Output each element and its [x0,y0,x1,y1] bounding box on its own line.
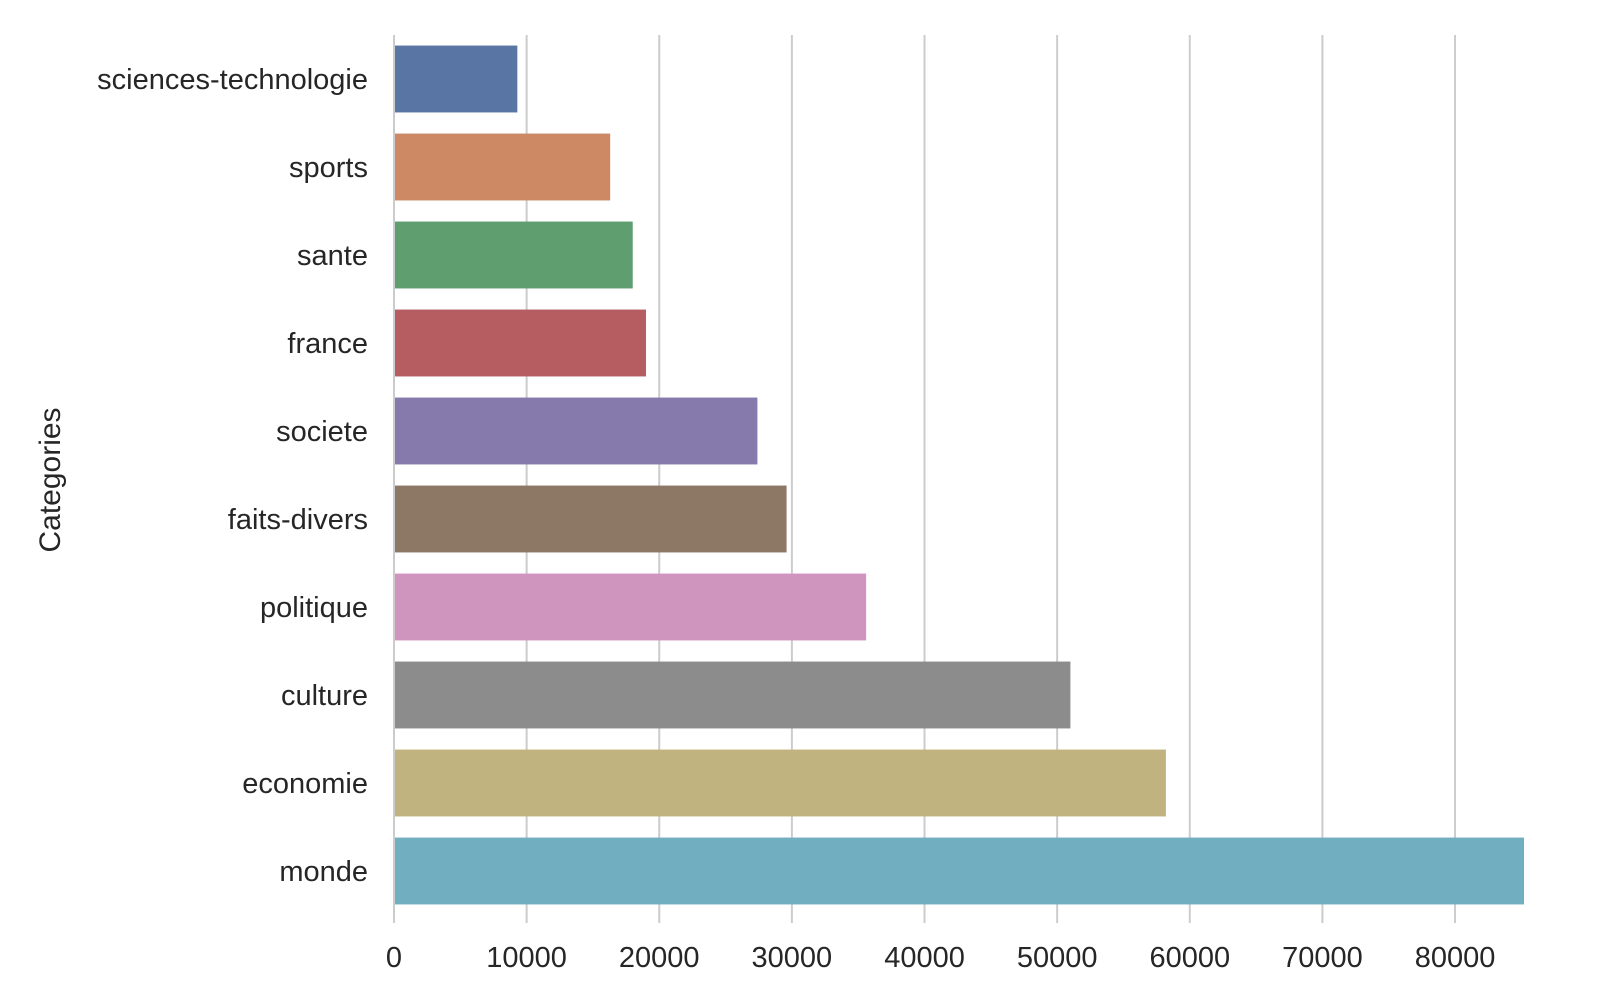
bar-sciences-technologie [394,45,518,113]
y-tick-label: faits-divers [228,504,368,536]
x-tick-label: 70000 [1282,942,1363,974]
bar-societe [394,397,758,465]
x-tick-label: 30000 [752,942,833,974]
y-tick-labels: sciences-technologie sports sante france soc… [97,64,368,888]
y-tick-label: politique [260,592,368,624]
x-tick-label: 20000 [619,942,700,974]
x-tick-label: 10000 [486,942,567,974]
y-tick-label: culture [281,680,368,712]
x-tick-label: 0 [386,942,402,974]
bar-politique [394,573,867,641]
bar-faits-divers [394,485,787,553]
y-tick-label: monde [279,856,368,888]
y-tick-label: economie [242,768,368,800]
x-tick-label: 40000 [884,942,965,974]
y-tick-label: societe [276,416,368,448]
y-axis-title: Categories [34,407,67,552]
bar-sports [394,133,611,201]
y-tick-label: france [287,328,368,360]
y-tick-label: sports [289,152,368,184]
x-tick-labels: 0 10000 20000 30000 40000 50000 60000 70000 8000… [386,942,1495,974]
x-tick-label: 60000 [1149,942,1230,974]
bar-france [394,309,646,377]
y-tick-label: sante [297,240,368,272]
x-tick-label: 50000 [1017,942,1098,974]
bar-sante [394,221,633,289]
bar-monde [394,837,1524,905]
bar-culture [394,661,1071,729]
bar-economie [394,749,1166,817]
gridlines [525,35,1457,923]
y-tick-label: sciences-technologie [97,64,368,96]
x-tick-label: 80000 [1415,942,1496,974]
bars [394,45,1524,905]
